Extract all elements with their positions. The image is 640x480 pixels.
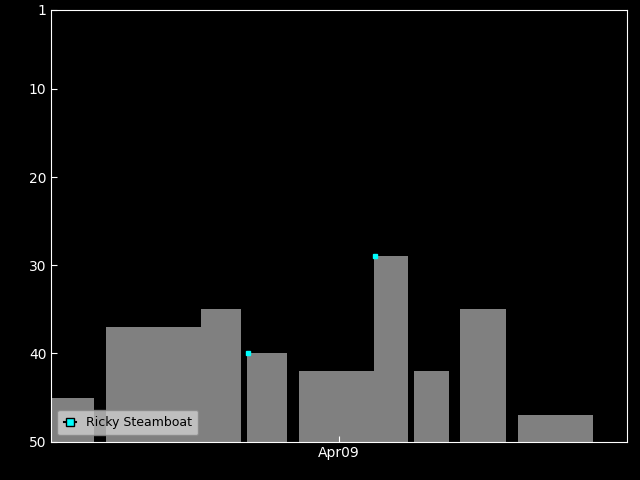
Legend: Ricky Steamboat: Ricky Steamboat <box>58 410 198 435</box>
